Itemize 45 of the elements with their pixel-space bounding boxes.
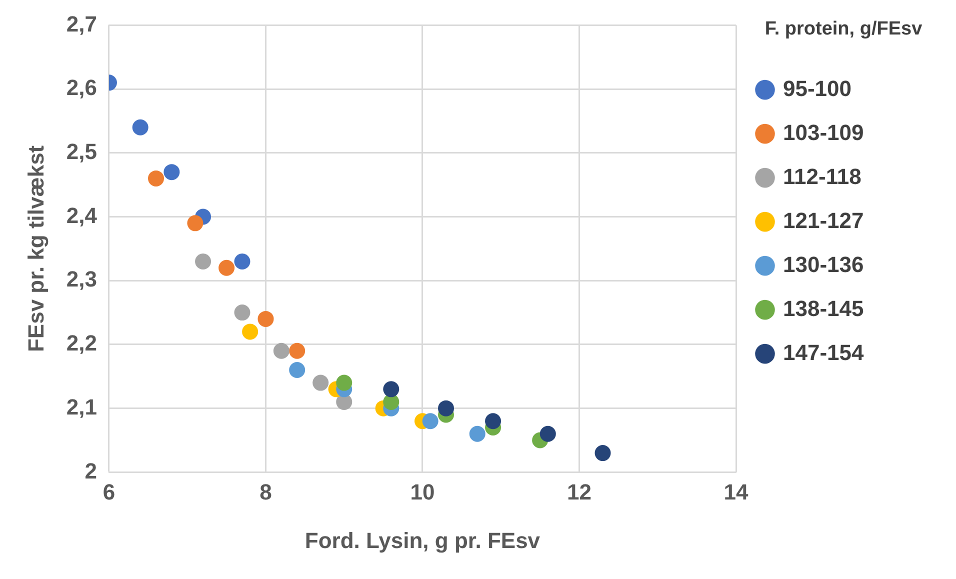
point bbox=[422, 413, 438, 430]
point bbox=[383, 381, 400, 398]
point bbox=[164, 164, 180, 180]
legend-label: 121-127 bbox=[783, 208, 864, 233]
y-tick-label: 2 bbox=[84, 458, 97, 484]
y-tick-label: 2,4 bbox=[66, 202, 98, 228]
x-axis-title: Ford. Lysin, g pr. FEsv bbox=[304, 528, 541, 553]
point bbox=[132, 119, 148, 136]
x-tick-label: 6 bbox=[102, 479, 116, 504]
point bbox=[540, 426, 556, 442]
legend-label: 95-100 bbox=[783, 76, 852, 101]
y-tick-label: 2,2 bbox=[66, 330, 97, 356]
point bbox=[485, 413, 502, 430]
point bbox=[234, 253, 250, 270]
point bbox=[289, 362, 306, 378]
x-tick-label: 14 bbox=[724, 479, 749, 504]
point bbox=[258, 310, 274, 327]
y-tick-label: 2,6 bbox=[66, 75, 97, 100]
y-tick-label: 2,1 bbox=[66, 394, 97, 420]
point bbox=[187, 215, 204, 232]
point bbox=[336, 374, 352, 391]
point bbox=[594, 445, 611, 462]
point bbox=[469, 426, 486, 442]
point bbox=[289, 342, 306, 359]
point bbox=[438, 400, 454, 416]
x-tick-label: 10 bbox=[410, 479, 435, 504]
point bbox=[242, 324, 258, 340]
legend-label: 130-136 bbox=[783, 252, 864, 277]
legend-label: 103-109 bbox=[783, 120, 864, 145]
legend-label: 147-154 bbox=[783, 340, 865, 365]
point bbox=[195, 253, 212, 270]
legend-label: 112-118 bbox=[783, 164, 862, 189]
point bbox=[148, 170, 164, 186]
y-tick-label: 2,3 bbox=[66, 266, 97, 292]
y-tick-label: 2,5 bbox=[66, 138, 97, 164]
y-tick-label: 2,7 bbox=[66, 11, 97, 36]
point bbox=[312, 374, 329, 391]
point bbox=[234, 304, 250, 321]
y-axis-title: FEsv pr. kg tilvækst bbox=[23, 144, 48, 352]
point bbox=[273, 342, 290, 359]
x-tick-label: 12 bbox=[567, 479, 592, 504]
x-tick-label: 8 bbox=[260, 479, 272, 504]
legend-label: 138-145 bbox=[783, 296, 864, 321]
legend-title: F. protein, g/FEsv bbox=[764, 18, 923, 40]
point bbox=[218, 260, 235, 276]
